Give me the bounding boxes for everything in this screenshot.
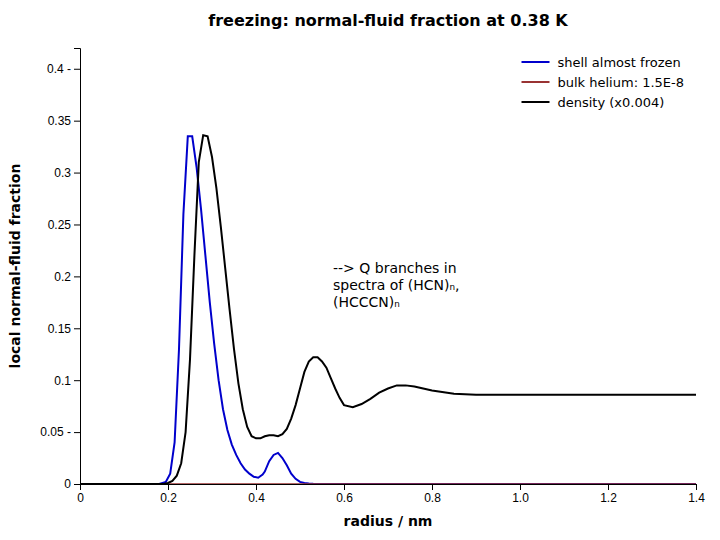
y-axis-tick: 0.2 [54, 270, 80, 284]
annotation: --> Q branches inspectra of (HCN)ₙ,(HCCC… [333, 260, 459, 310]
x-axis-tick-mark [168, 484, 169, 490]
y-axis-tick-mark [74, 380, 80, 381]
y-axis-tick: 0.1 [54, 374, 80, 388]
y-axis-tick-mark [74, 69, 80, 70]
y-axis-tick: 0.15 [48, 322, 80, 336]
y-axis-tick: 0.4 - [47, 62, 80, 76]
x-axis-tick: 1.0 [512, 484, 529, 505]
plot: 00.20.40.60.81.01.21.400.05 -0.10.150.20… [40, 49, 705, 505]
x-axis-tick-label: 0.8 [424, 491, 441, 505]
chart: 00.20.40.60.81.01.21.400.05 -0.10.150.20… [0, 0, 720, 540]
x-axis-tick-label: 0 [77, 491, 84, 505]
x-axis-tick-label: 1.2 [600, 491, 617, 505]
y-axis-tick-mark [74, 328, 80, 329]
x-axis-tick-mark [432, 484, 433, 490]
y-axis-tick-mark [74, 484, 80, 485]
x-axis-tick: 1.4 [688, 484, 705, 505]
series-group [80, 135, 696, 484]
y-axis-tick: 0.25 [48, 218, 80, 232]
x-axis-tick: 0.4 [248, 484, 265, 505]
legend-entry: density (x0.004) [522, 95, 665, 110]
y-axis-tick-label: 0.3 [54, 166, 71, 180]
y-axis-tick: 0 [64, 477, 80, 491]
x-axis-tick-mark [520, 484, 521, 490]
y-axis-title: local normal-fluid fraction [7, 164, 23, 369]
x-axis-tick-mark [696, 484, 697, 490]
y-axis-tick-label: 0.35 [48, 114, 72, 128]
y-axis-tick-mark [74, 121, 80, 122]
x-axis-tick-label: 1.0 [512, 491, 529, 505]
y-axis-tick-label: 0.05 - [40, 425, 71, 439]
y-axis-tick-mark [74, 276, 80, 277]
legend-label: bulk helium: 1.5E-8 [558, 75, 685, 90]
x-axis-tick: 1.2 [600, 484, 617, 505]
series-line [80, 136, 696, 484]
y-axis-tick-label: 0.2 [54, 270, 71, 284]
series-line [80, 135, 696, 484]
y-axis: 0 0.05 - 0.1 0.15 0.2 0.25 0.3 0.35 0.4 - [40, 49, 80, 492]
x-axis-tick-mark [608, 484, 609, 490]
legend-label: density (x0.004) [558, 95, 665, 110]
x-axis-tick-label: 1.4 [688, 491, 705, 505]
y-axis-tick-label: 0 [64, 477, 71, 491]
annotation-line: (HCCCN)ₙ [333, 294, 400, 310]
y-axis-tick-label: 0.1 [54, 374, 71, 388]
y-axis-tick: 0.05 - [40, 425, 80, 439]
legend-entry: bulk helium: 1.5E-8 [522, 75, 685, 90]
y-axis-tick: 0.3 [54, 166, 80, 180]
legend-swatch [522, 101, 550, 103]
x-axis-tick-mark [256, 484, 257, 490]
y-axis-tick-mark [74, 173, 80, 174]
annotation-line: --> Q branches in [333, 260, 457, 276]
y-axis-tick-mark [74, 224, 80, 225]
legend-entry: shell almost frozen [522, 55, 681, 70]
reference-line [80, 483, 696, 484]
legend-swatch [522, 81, 550, 83]
title: freezing: normal-fluid fraction at 0.38 … [208, 11, 568, 30]
x-axis-title: radius / nm [344, 513, 433, 529]
x-axis-tick-label: 0.2 [160, 491, 177, 505]
x-axis-line [81, 485, 697, 491]
y-axis-tick: 0.35 [48, 114, 80, 128]
legend-swatch [522, 61, 550, 63]
y-axis-tick-label: 0.15 [48, 322, 72, 336]
x-axis-tick: 0.2 [160, 484, 177, 505]
x-axis-tick: 0.8 [424, 484, 441, 505]
annotation-line: spectra of (HCN)ₙ, [333, 277, 459, 293]
x-axis-tick-label: 0.4 [248, 491, 265, 505]
x-axis-tick-label: 0.6 [336, 491, 353, 505]
y-axis-line [74, 49, 81, 485]
y-axis-tick-mark [74, 432, 80, 433]
x-axis-tick-mark [344, 484, 345, 490]
x-axis: 0 0.2 0.4 0.6 0.8 1.0 1.2 1.4 [77, 484, 705, 505]
legend-label: shell almost frozen [558, 55, 681, 70]
y-axis-tick-label: 0.25 [48, 218, 72, 232]
legend: shell almost frozen bulk helium: 1.5E-8 de… [522, 55, 685, 110]
x-axis-tick: 0 [77, 484, 84, 505]
x-axis-tick: 0.6 [336, 484, 353, 505]
y-axis-tick-label: 0.4 - [47, 62, 71, 76]
